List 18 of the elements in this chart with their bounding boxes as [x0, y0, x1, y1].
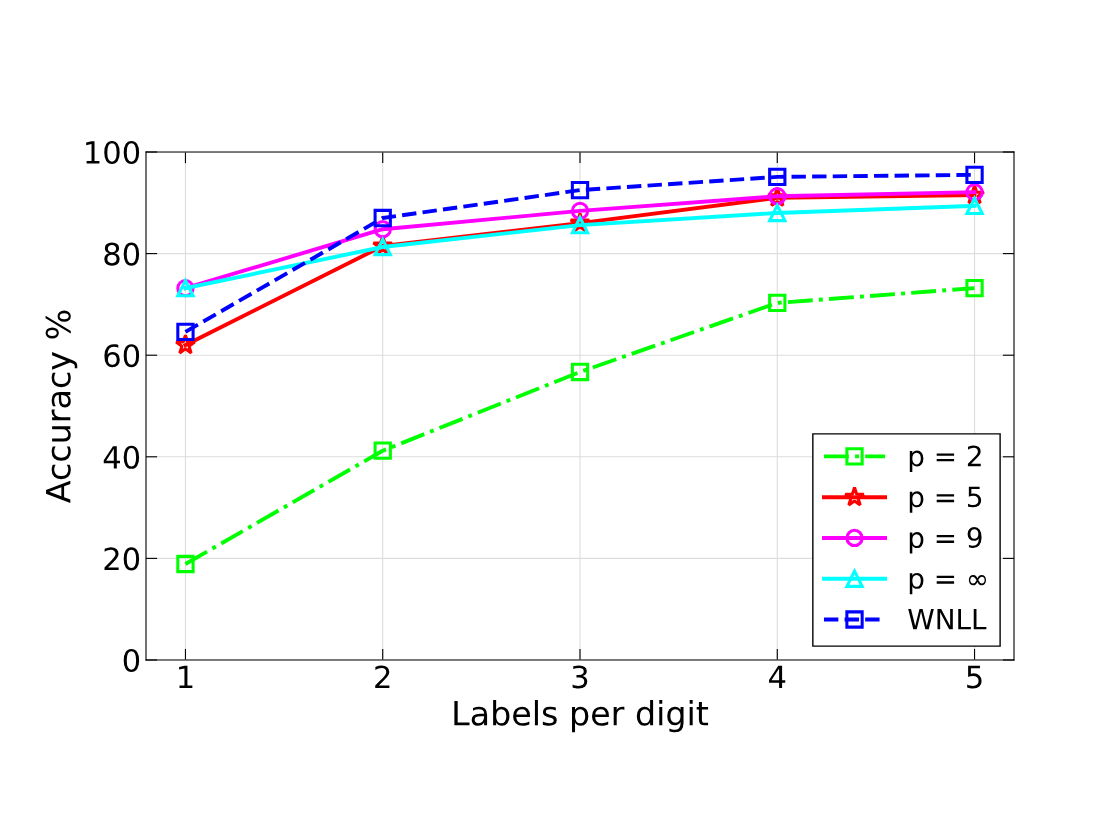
y-tick-label: 20 [104, 547, 140, 571]
y-tick-label: 80 [104, 242, 140, 266]
x-tick-label: 2 [375, 665, 390, 689]
legend-label: WNLL [908, 608, 987, 630]
y-tick-label: 60 [104, 344, 140, 368]
x-tick-label: 1 [179, 665, 193, 689]
legend-label: p = ∞ [909, 572, 987, 595]
legend-label: p = 2 [909, 445, 981, 472]
y-tick-label: 0 [123, 648, 140, 673]
y-tick-label: 40 [103, 445, 140, 469]
x-tick-label: 3 [572, 665, 588, 689]
legend-label: p = 5 [909, 486, 982, 513]
x-tick-label: 4 [769, 665, 786, 689]
legend-label: p = 9 [909, 527, 982, 554]
x-tick-label: 5 [967, 665, 982, 689]
y-axis-title: Accuracy % [45, 310, 78, 503]
x-axis-title: Labels per digit [454, 699, 709, 733]
y-tick-label: 100 [86, 140, 140, 165]
